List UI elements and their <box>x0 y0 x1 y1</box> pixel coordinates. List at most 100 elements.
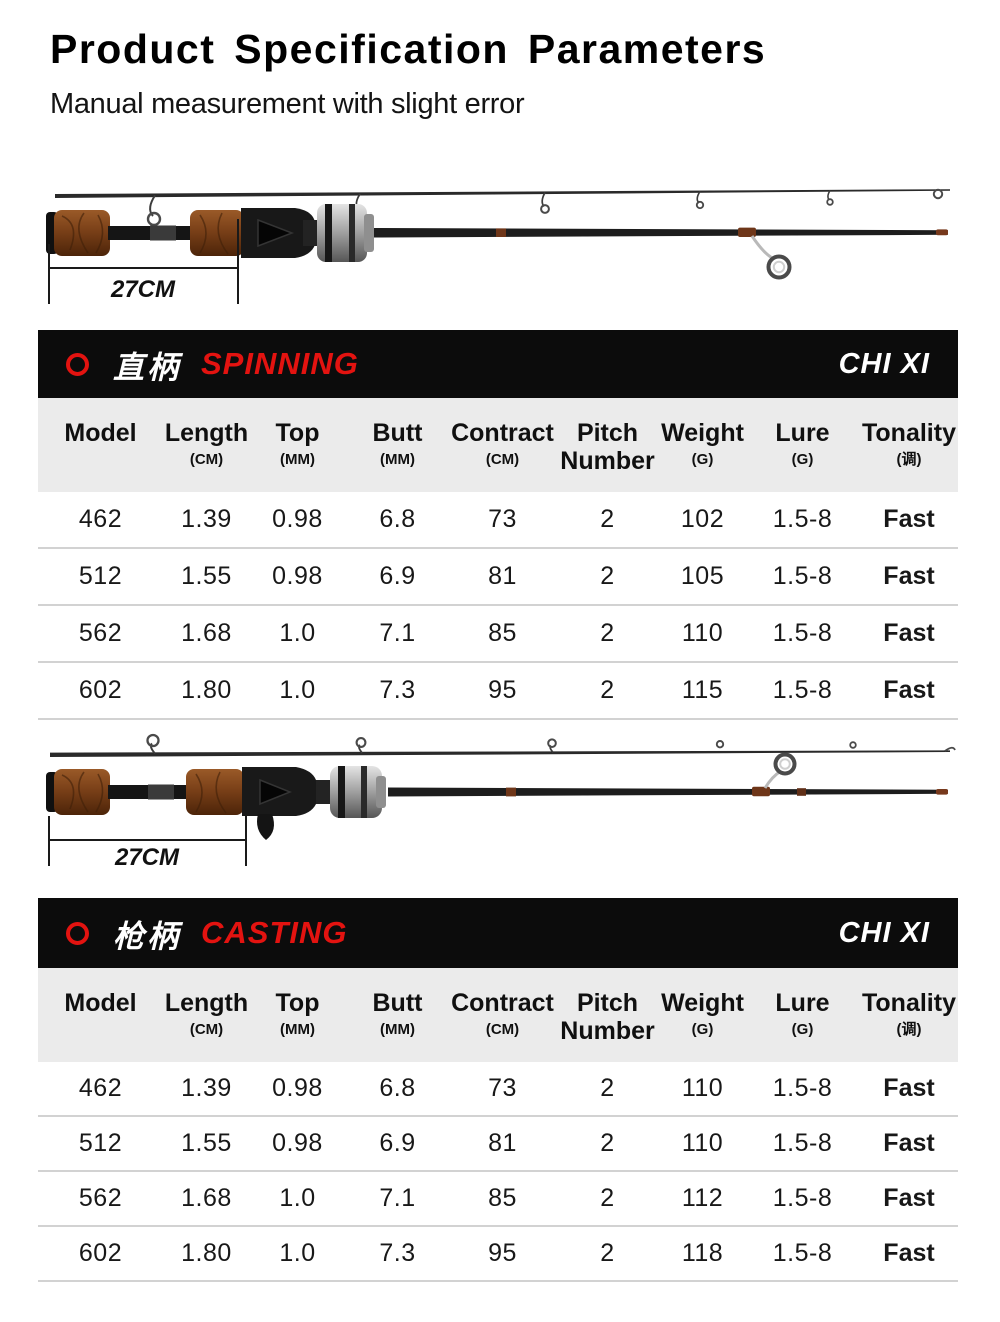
section-title-cn: 枪柄 <box>113 918 181 954</box>
table-cell: 0.98 <box>272 1129 323 1157</box>
table-cell: 1.0 <box>279 1239 316 1267</box>
brand-label: CHI XI <box>838 916 930 949</box>
column-header: Tonality (调) <box>862 419 956 468</box>
table-cell: 1.39 <box>181 1074 232 1102</box>
column-header: Length (CM) <box>164 989 249 1038</box>
page-title: Product Specification Parameters <box>50 26 767 72</box>
table-cell: 118 <box>681 1239 724 1267</box>
column-header: Pitch Number <box>560 419 655 475</box>
table-cell: 2 <box>600 1184 615 1212</box>
column-header: Weight (G) <box>661 419 744 468</box>
table-cell: 2 <box>600 1239 615 1267</box>
table-cell: 2 <box>600 619 615 647</box>
rod-tip-section <box>55 188 950 227</box>
handle-dimension <box>48 816 247 866</box>
section-title-en: CASTING <box>201 915 348 950</box>
table-cell: Fast <box>883 1184 935 1212</box>
table-cell: 85 <box>488 1184 517 1212</box>
table-row: 512 1.55 0.98 6.9 81 2 105 1.5-8 Fast <box>38 549 958 606</box>
table-row: 512 1.55 0.98 6.9 81 2 110 1.5-8 Fast <box>38 1117 958 1172</box>
table-cell: 95 <box>488 676 517 704</box>
table-cell: 110 <box>681 1074 724 1102</box>
table-cell: Fast <box>883 1239 935 1267</box>
table-cell: 110 <box>681 619 724 647</box>
table-cell: 1.5-8 <box>772 562 833 590</box>
table-cell: 1.80 <box>181 1239 232 1267</box>
table-cell: 81 <box>488 1129 517 1157</box>
table-cell: 7.1 <box>379 619 416 647</box>
table-row: 562 1.68 1.0 7.1 85 2 110 1.5-8 Fast <box>38 606 958 663</box>
table-cell: 562 <box>78 619 123 647</box>
table-cell: 512 <box>78 1129 123 1157</box>
table-cell: 7.1 <box>379 1184 416 1212</box>
table-cell: 73 <box>488 1074 517 1102</box>
table-cell: 81 <box>488 562 517 590</box>
handle-dimension <box>48 219 239 304</box>
table-cell: 1.5-8 <box>772 619 833 647</box>
red-ring-icon <box>66 921 89 945</box>
table-cell: 1.68 <box>181 619 232 647</box>
table-cell: 462 <box>78 1074 123 1102</box>
casting-section-bar: 枪柄 CASTING CHI XI <box>38 898 958 968</box>
table-cell: 562 <box>78 1184 123 1212</box>
column-header: Pitch Number <box>560 989 655 1045</box>
column-header: Contract (CM) <box>451 989 554 1038</box>
table-cell: 1.5-8 <box>772 676 833 704</box>
table-cell: 2 <box>600 1129 615 1157</box>
dimension-27cm-label: 27CM <box>114 844 180 871</box>
column-header: Lure (G) <box>775 989 830 1038</box>
spec-table-body: 462 1.39 0.98 6.8 73 2 110 1.5-8 Fast 512 1.55 0.98… <box>38 1062 958 1282</box>
table-cell: 6.8 <box>379 505 416 533</box>
table-cell: 0.98 <box>272 1074 323 1102</box>
table-row: 462 1.39 0.98 6.8 73 2 110 1.5-8 Fast <box>38 1062 958 1117</box>
table-cell: 112 <box>681 1184 724 1212</box>
spinning-section: 直柄 SPINNING CHI XI Model Length (CM) Top (MM… <box>38 330 958 720</box>
column-header: Tonality (调) <box>862 989 956 1038</box>
table-cell: Fast <box>883 619 935 647</box>
column-header: Model <box>64 419 137 447</box>
table-cell: 1.5-8 <box>772 1184 833 1212</box>
spec-table-header: Model Length (CM) Top (MM) Butt (MM) Contract (C… <box>38 398 958 492</box>
column-header: Butt (MM) <box>372 989 423 1038</box>
column-header: Lure (G) <box>775 419 830 468</box>
table-cell: Fast <box>883 1074 935 1102</box>
table-cell: 73 <box>488 505 517 533</box>
casting-rod-image: 27CM <box>46 733 956 871</box>
table-cell: 1.5-8 <box>772 505 833 533</box>
table-cell: 1.0 <box>279 676 316 704</box>
table-cell: 6.9 <box>379 562 416 590</box>
column-header: Contract (CM) <box>451 419 554 468</box>
table-cell: 1.80 <box>181 676 232 704</box>
table-cell: 1.0 <box>279 1184 316 1212</box>
table-cell: 7.3 <box>379 676 416 704</box>
column-header: Model <box>64 989 137 1017</box>
table-cell: 512 <box>78 562 123 590</box>
table-cell: 6.8 <box>379 1074 416 1102</box>
table-cell: 1.5-8 <box>772 1129 833 1157</box>
table-cell: 1.55 <box>181 562 232 590</box>
spinning-section-bar: 直柄 SPINNING CHI XI <box>38 330 958 398</box>
section-title-en: SPINNING <box>201 346 359 381</box>
table-cell: 7.3 <box>379 1239 416 1267</box>
table-cell: 102 <box>680 505 725 533</box>
table-cell: Fast <box>883 562 935 590</box>
column-header: Butt (MM) <box>372 419 423 468</box>
table-cell: 1.5-8 <box>772 1239 833 1267</box>
column-header: Weight (G) <box>661 989 744 1038</box>
column-header: Length (CM) <box>164 419 249 468</box>
table-cell: 2 <box>600 1074 615 1102</box>
section-title-cn: 直柄 <box>113 349 181 385</box>
table-cell: 1.55 <box>181 1129 232 1157</box>
table-cell: Fast <box>883 1129 935 1157</box>
table-cell: 6.9 <box>379 1129 416 1157</box>
table-cell: Fast <box>883 505 935 533</box>
table-cell: 602 <box>78 1239 123 1267</box>
table-row: 602 1.80 1.0 7.3 95 2 118 1.5-8 Fast <box>38 1227 958 1282</box>
table-cell: 2 <box>600 505 615 533</box>
column-header: Top (MM) <box>275 419 320 468</box>
dimension-27cm-label: 27CM <box>110 276 176 303</box>
table-cell: 0.98 <box>272 505 323 533</box>
spec-table-header: Model Length (CM) Top (MM) Butt (MM) Contract (C… <box>38 968 958 1062</box>
table-cell: 462 <box>78 505 123 533</box>
spec-table-body: 462 1.39 0.98 6.8 73 2 102 1.5-8 Fast 512 1.55 0.98… <box>38 492 958 720</box>
